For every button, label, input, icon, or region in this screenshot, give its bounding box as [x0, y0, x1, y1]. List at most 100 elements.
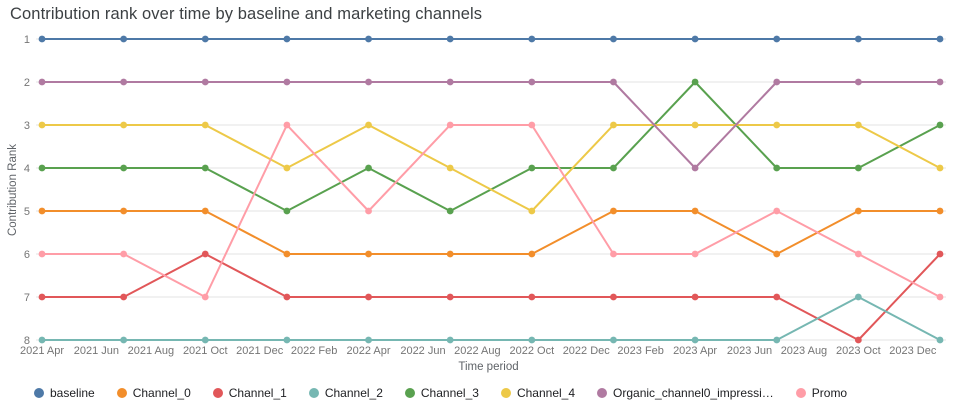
data-point-Channel_1[interactable]	[201, 250, 209, 258]
data-point-Channel_3[interactable]	[365, 164, 372, 172]
data-point-Channel_3[interactable]	[610, 164, 617, 172]
data-point-Organic_channel0_impressi…[interactable]	[691, 164, 699, 172]
data-point-Channel_0[interactable]	[528, 250, 536, 258]
data-point-Promo[interactable]	[201, 293, 209, 301]
data-point-baseline[interactable]	[610, 35, 617, 43]
data-point-Organic_channel0_impressi…[interactable]	[38, 78, 46, 86]
data-point-Channel_4[interactable]	[365, 121, 372, 129]
data-point-Promo[interactable]	[120, 250, 128, 258]
data-point-Organic_channel0_impressi…[interactable]	[201, 78, 209, 86]
data-point-Organic_channel0_impressi…[interactable]	[283, 78, 291, 86]
data-point-Channel_0[interactable]	[365, 250, 372, 258]
data-point-Channel_2[interactable]	[120, 336, 128, 344]
data-point-Organic_channel0_impressi…[interactable]	[446, 78, 454, 86]
legend-item-Channel_3[interactable]: Channel_3	[404, 386, 479, 400]
data-point-Channel_4[interactable]	[528, 207, 536, 215]
data-point-baseline[interactable]	[691, 35, 699, 43]
data-point-Promo[interactable]	[528, 121, 536, 129]
legend-item-baseline[interactable]: baseline	[34, 386, 95, 400]
data-point-Channel_4[interactable]	[446, 164, 454, 172]
data-point-Channel_3[interactable]	[936, 121, 944, 129]
data-point-baseline[interactable]	[446, 35, 454, 43]
legend-item-Channel_0[interactable]: Channel_0	[116, 386, 191, 400]
data-point-Channel_1[interactable]	[120, 293, 128, 301]
data-point-Channel_3[interactable]	[201, 164, 209, 172]
data-point-Channel_3[interactable]	[120, 164, 128, 172]
data-point-Channel_4[interactable]	[201, 121, 209, 129]
data-point-Channel_2[interactable]	[610, 336, 617, 344]
data-point-Channel_2[interactable]	[38, 336, 46, 344]
legend-item-Organic_channel0_impressi…[interactable]: Organic_channel0_impressi…	[597, 386, 774, 400]
data-point-Channel_0[interactable]	[446, 250, 454, 258]
data-point-Channel_0[interactable]	[283, 250, 291, 258]
data-point-Channel_0[interactable]	[610, 207, 617, 215]
data-point-Channel_2[interactable]	[691, 336, 699, 344]
data-point-Promo[interactable]	[854, 250, 862, 258]
data-point-Channel_3[interactable]	[38, 164, 46, 172]
data-point-Promo[interactable]	[610, 250, 617, 258]
data-point-Channel_1[interactable]	[283, 293, 291, 301]
data-point-Channel_3[interactable]	[773, 164, 781, 172]
data-point-Channel_4[interactable]	[610, 121, 617, 129]
data-point-Channel_0[interactable]	[936, 207, 944, 215]
legend-item-Channel_1[interactable]: Channel_1	[212, 386, 287, 400]
data-point-Channel_0[interactable]	[120, 207, 128, 215]
data-point-Channel_2[interactable]	[201, 336, 209, 344]
data-point-baseline[interactable]	[201, 35, 209, 43]
data-point-baseline[interactable]	[283, 35, 291, 43]
data-point-Channel_1[interactable]	[528, 293, 536, 301]
data-point-Channel_1[interactable]	[691, 293, 699, 301]
data-point-Promo[interactable]	[283, 121, 291, 129]
data-point-Channel_2[interactable]	[854, 293, 862, 301]
data-point-baseline[interactable]	[854, 35, 862, 43]
data-point-Channel_1[interactable]	[773, 293, 781, 301]
legend-item-Channel_2[interactable]: Channel_2	[308, 386, 383, 400]
data-point-Channel_1[interactable]	[446, 293, 454, 301]
data-point-Channel_1[interactable]	[610, 293, 617, 301]
data-point-baseline[interactable]	[528, 35, 536, 43]
data-point-Channel_2[interactable]	[773, 336, 781, 344]
data-point-Promo[interactable]	[936, 293, 944, 301]
data-point-Channel_3[interactable]	[854, 164, 862, 172]
data-point-Organic_channel0_impressi…[interactable]	[854, 78, 862, 86]
legend-item-Channel_4[interactable]: Channel_4	[500, 386, 575, 400]
data-point-Organic_channel0_impressi…[interactable]	[936, 78, 944, 86]
data-point-Promo[interactable]	[38, 250, 46, 258]
data-point-Channel_2[interactable]	[365, 336, 372, 344]
data-point-Channel_0[interactable]	[38, 207, 46, 215]
data-point-Channel_0[interactable]	[691, 207, 699, 215]
data-point-Channel_4[interactable]	[854, 121, 862, 129]
data-point-Channel_2[interactable]	[528, 336, 536, 344]
data-point-Channel_4[interactable]	[936, 164, 944, 172]
data-point-Channel_1[interactable]	[365, 293, 372, 301]
data-point-Channel_3[interactable]	[446, 207, 454, 215]
data-point-Organic_channel0_impressi…[interactable]	[120, 78, 128, 86]
data-point-Promo[interactable]	[691, 250, 699, 258]
data-point-Channel_4[interactable]	[691, 121, 699, 129]
data-point-Channel_3[interactable]	[528, 164, 536, 172]
data-point-baseline[interactable]	[120, 35, 128, 43]
data-point-Promo[interactable]	[446, 121, 454, 129]
data-point-Channel_2[interactable]	[936, 336, 944, 344]
data-point-Promo[interactable]	[365, 207, 372, 215]
data-point-Channel_0[interactable]	[773, 250, 781, 258]
data-point-Organic_channel0_impressi…[interactable]	[528, 78, 536, 86]
data-point-Channel_4[interactable]	[283, 164, 291, 172]
data-point-Channel_1[interactable]	[854, 336, 862, 344]
data-point-Organic_channel0_impressi…[interactable]	[365, 78, 372, 86]
data-point-Channel_0[interactable]	[854, 207, 862, 215]
data-point-baseline[interactable]	[365, 35, 372, 43]
data-point-Channel_3[interactable]	[691, 78, 699, 86]
data-point-baseline[interactable]	[38, 35, 46, 43]
data-point-Channel_3[interactable]	[283, 207, 291, 215]
data-point-Organic_channel0_impressi…[interactable]	[773, 78, 781, 86]
data-point-Channel_1[interactable]	[936, 250, 944, 258]
data-point-Channel_2[interactable]	[283, 336, 291, 344]
data-point-Channel_4[interactable]	[773, 121, 781, 129]
data-point-Channel_0[interactable]	[201, 207, 209, 215]
data-point-Channel_2[interactable]	[446, 336, 454, 344]
data-point-Organic_channel0_impressi…[interactable]	[610, 78, 617, 86]
data-point-Channel_4[interactable]	[120, 121, 128, 129]
data-point-baseline[interactable]	[773, 35, 781, 43]
